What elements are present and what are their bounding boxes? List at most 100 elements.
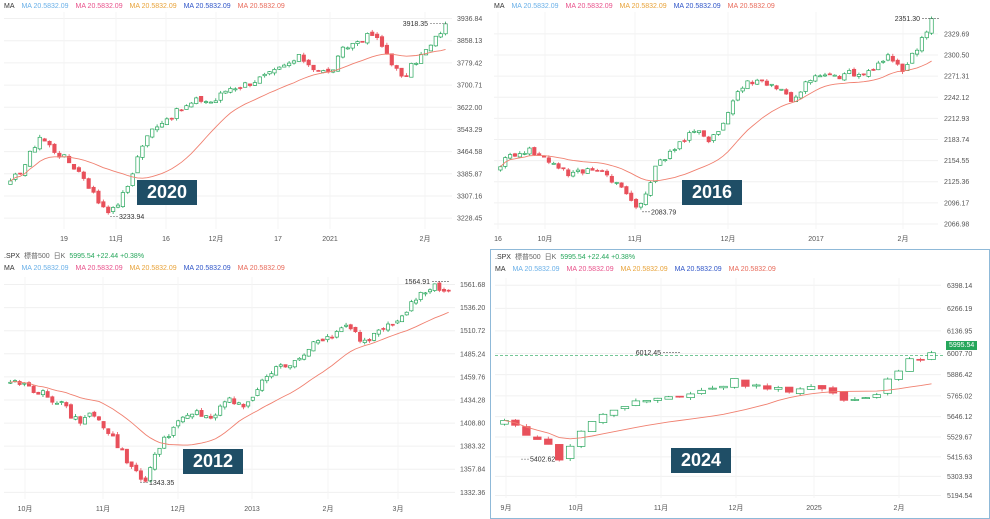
candle <box>533 436 542 440</box>
candle <box>390 323 395 326</box>
ma-item: MA 20.5832.09 <box>512 266 560 273</box>
candle <box>832 74 837 77</box>
y-tick-label: 3543.29 <box>457 127 482 134</box>
x-tick-label: 11月 <box>96 505 110 513</box>
candle <box>624 186 629 195</box>
ma-item: MA 20.5832.09 <box>565 3 613 10</box>
candle <box>316 340 321 344</box>
y-tick-label: 3228.45 <box>457 216 482 223</box>
x-tick-label: 10月 <box>18 505 33 513</box>
ma-item: MA 20.5832.09 <box>619 3 667 10</box>
candle <box>414 63 419 65</box>
x-tick-label: 9月 <box>501 504 512 512</box>
candle <box>919 37 924 52</box>
moving-average-line <box>500 60 932 182</box>
candle <box>609 409 619 416</box>
candle <box>764 80 769 86</box>
candle <box>706 136 711 143</box>
symbol: .SPX <box>4 253 20 260</box>
candle <box>238 87 243 89</box>
candle <box>42 138 47 142</box>
candle <box>522 426 531 436</box>
ma-item: MA 20.5832.09 <box>511 3 559 10</box>
candle <box>806 386 816 390</box>
candle <box>576 430 586 447</box>
candle <box>774 387 783 390</box>
ma-label: MA <box>495 266 506 273</box>
year-label: 2020 <box>137 180 198 205</box>
candle <box>311 341 316 352</box>
candle <box>565 445 575 459</box>
high-annotation: 3918.35 <box>403 21 428 28</box>
candle <box>162 436 167 449</box>
x-tick-label: 2021 <box>322 236 338 243</box>
candle <box>916 358 925 361</box>
candle <box>233 88 238 91</box>
y-tick-label: 2096.17 <box>944 200 969 207</box>
quote: 5995.54 +22.44 +0.38% <box>560 254 636 261</box>
candle <box>213 100 218 103</box>
y-tick-label: 5529.67 <box>947 434 972 441</box>
candle <box>68 404 73 419</box>
index-name: 標普500 <box>514 254 541 261</box>
candle <box>741 379 750 387</box>
candle <box>130 173 135 186</box>
candle <box>120 192 125 207</box>
candle <box>653 397 662 401</box>
candle <box>590 168 595 171</box>
y-tick-label: 1357.84 <box>460 467 485 474</box>
candle <box>45 391 50 398</box>
candle <box>752 384 761 387</box>
candle <box>658 159 663 166</box>
candle <box>171 426 176 436</box>
candle <box>335 55 341 72</box>
candle <box>250 396 255 401</box>
candle <box>556 163 561 169</box>
candle <box>798 91 803 99</box>
chart-panel-2012: .SPX 標普500 日K 5995.54 +22.44 +0.38% MA MA 2… <box>0 249 488 519</box>
candle <box>32 147 37 153</box>
candle <box>40 390 45 396</box>
candle <box>379 36 385 47</box>
candle <box>330 336 335 339</box>
candle <box>155 126 160 131</box>
candle <box>850 399 860 401</box>
candle <box>687 132 692 141</box>
candle <box>120 448 125 451</box>
chart-panel-2016: MA MA 20.5832.09 MA 20.5832.09 MA 20.583… <box>490 0 990 247</box>
candle <box>423 49 429 56</box>
candle <box>320 338 325 342</box>
y-tick-label: 2242.12 <box>944 95 969 102</box>
low-annotation: 2083.79 <box>651 209 676 216</box>
candle <box>348 324 353 330</box>
y-tick-label: 2154.55 <box>944 158 969 165</box>
candle <box>176 420 181 427</box>
ma-item: MA 20.5832.09 <box>673 3 721 10</box>
y-tick-label: 1332.36 <box>460 490 485 497</box>
candle <box>827 73 832 76</box>
candle <box>8 180 13 185</box>
candle <box>18 172 23 175</box>
candle <box>438 33 443 38</box>
candle <box>861 397 871 399</box>
candle <box>247 83 253 86</box>
y-tick-label: 5303.93 <box>947 474 972 481</box>
x-tick-label: 2013 <box>244 506 260 513</box>
candle <box>585 168 590 174</box>
y-tick-label: 2329.69 <box>944 31 969 38</box>
candle <box>47 140 52 146</box>
candle <box>267 71 272 75</box>
candle <box>423 292 428 295</box>
y-tick-label: 1434.28 <box>460 397 485 404</box>
candle <box>675 395 684 398</box>
y-tick-label: 1459.76 <box>460 374 485 381</box>
candle <box>763 385 772 390</box>
candle <box>208 415 213 419</box>
y-tick-label: 3622.00 <box>457 105 482 112</box>
candle <box>822 74 828 77</box>
candle <box>166 436 171 438</box>
candle <box>228 88 233 93</box>
candle <box>291 60 297 64</box>
candle <box>817 385 827 390</box>
candle <box>395 320 400 324</box>
